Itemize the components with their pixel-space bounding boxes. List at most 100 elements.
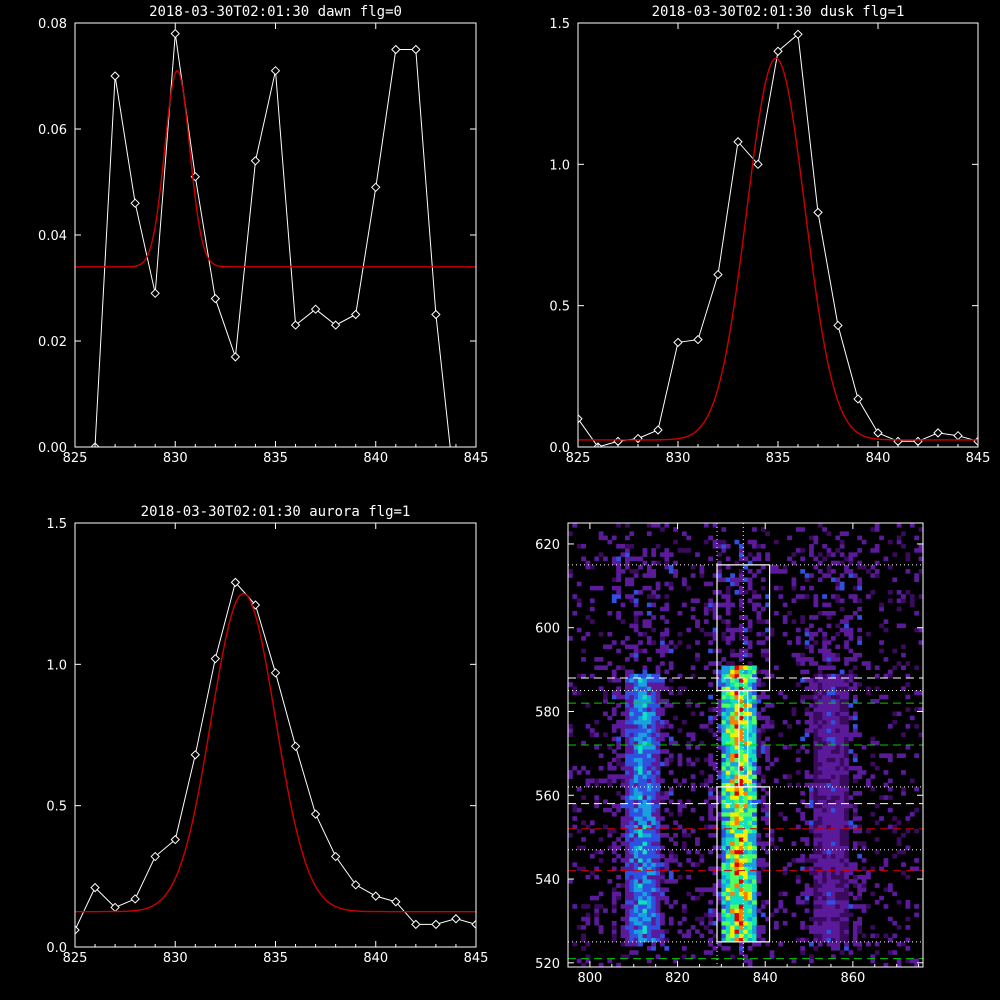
heatmap-cell [725, 602, 731, 608]
heatmap-cell [633, 770, 639, 775]
heatmap-cell [817, 807, 823, 813]
heatmap-cell [826, 904, 832, 909]
heatmap-cell [738, 941, 744, 947]
heatmap-cell [791, 707, 797, 712]
heatmap-cell [817, 908, 823, 913]
heatmap-cell [585, 560, 591, 566]
heatmap-cell [835, 778, 841, 784]
heatmap-cell [844, 703, 849, 708]
heatmap-cell [844, 841, 849, 846]
heatmap-cell [896, 598, 902, 603]
x-tick-label: 840 [363, 451, 388, 466]
heatmap-cell [835, 745, 841, 750]
heatmap-cell [804, 774, 810, 779]
heatmap-cell [813, 761, 819, 767]
heatmap-cell [668, 837, 674, 842]
heatmap-cell [817, 883, 823, 888]
heatmap-cell [681, 577, 687, 583]
heatmap-cell [651, 799, 657, 805]
heatmap-cell [752, 539, 757, 545]
heatmap-cell [655, 736, 661, 742]
heatmap-cell [809, 535, 814, 541]
heatmap-cell [905, 590, 911, 595]
heatmap-cell [616, 523, 621, 528]
heatmap-cell [616, 648, 621, 654]
heatmap-cell [646, 803, 652, 809]
heatmap-cell [817, 803, 823, 809]
heatmap-cell [664, 619, 670, 624]
heatmap-cell [909, 958, 915, 964]
heatmap-cell [787, 782, 792, 788]
heatmap-cell [581, 820, 586, 825]
heatmap-cell [638, 698, 643, 704]
heatmap-cell [655, 795, 661, 800]
heatmap-cell [795, 719, 801, 725]
heatmap-cell [752, 791, 757, 796]
heatmap-cell [752, 870, 757, 876]
heatmap-cell [651, 590, 657, 595]
heatmap-cell [725, 841, 731, 846]
heatmap-cell [822, 682, 827, 687]
heatmap-cell [809, 573, 814, 578]
heatmap-cell [572, 686, 578, 691]
heatmap-cell [594, 665, 600, 671]
heatmap-cell [576, 807, 582, 813]
data-point [250, 156, 261, 166]
heatmap-cell [664, 899, 670, 905]
heatmap-cell [651, 757, 657, 763]
heatmap-cell [839, 770, 845, 775]
heatmap-cell [598, 904, 604, 909]
heatmap-cell [817, 711, 823, 717]
heatmap-cell [756, 677, 762, 683]
heatmap-cell [598, 535, 604, 541]
data-point [578, 414, 583, 424]
heatmap-cell [646, 732, 652, 738]
heatmap-cell [646, 832, 652, 838]
heatmap-cell [874, 950, 880, 955]
heatmap-cell [725, 795, 731, 800]
heatmap-cell [844, 711, 849, 717]
heatmap-cell [844, 862, 849, 867]
heatmap-cell [655, 916, 661, 922]
heatmap-cell [708, 535, 714, 541]
heatmap-cell [835, 912, 841, 918]
heatmap-cell [673, 569, 678, 574]
heatmap-cell [629, 757, 635, 763]
heatmap-cell [734, 929, 740, 934]
heatmap-cell [782, 866, 788, 872]
heatmap-cell [603, 778, 608, 784]
heatmap-cell [743, 757, 749, 763]
heatmap-cell [844, 812, 849, 817]
data-line [75, 581, 476, 931]
heatmap-cell [734, 887, 740, 893]
heatmap-cell [826, 665, 832, 671]
heatmap-cell [633, 761, 639, 767]
heatmap-cell [651, 774, 657, 779]
heatmap-cell [738, 870, 744, 876]
heatmap-cell [752, 757, 757, 763]
heatmap-cell [835, 925, 841, 930]
heatmap-cell [918, 707, 924, 712]
heatmap-cell [874, 933, 880, 939]
heatmap-cell [725, 858, 731, 863]
heatmap-cell [708, 786, 714, 792]
heatmap-cell [734, 904, 740, 909]
heatmap-cell [756, 782, 762, 788]
heatmap-cell [852, 933, 858, 939]
heatmap-cell [677, 807, 683, 813]
heatmap-cell [822, 837, 827, 842]
heatmap-cell [817, 673, 823, 679]
heatmap-cell [721, 786, 727, 792]
heatmap-cell [835, 828, 841, 834]
heatmap-cell [817, 845, 823, 851]
heatmap-cell [822, 937, 827, 943]
heatmap-cell [769, 954, 775, 960]
heatmap-cell [717, 891, 722, 897]
heatmap-cell [826, 786, 832, 792]
x-tick-label: 845 [464, 951, 489, 966]
heatmap-cell [734, 925, 740, 930]
heatmap-cell [830, 941, 836, 947]
heatmap-cell [800, 925, 806, 930]
heatmap-cell [839, 753, 845, 758]
heatmap-cell [725, 770, 731, 775]
